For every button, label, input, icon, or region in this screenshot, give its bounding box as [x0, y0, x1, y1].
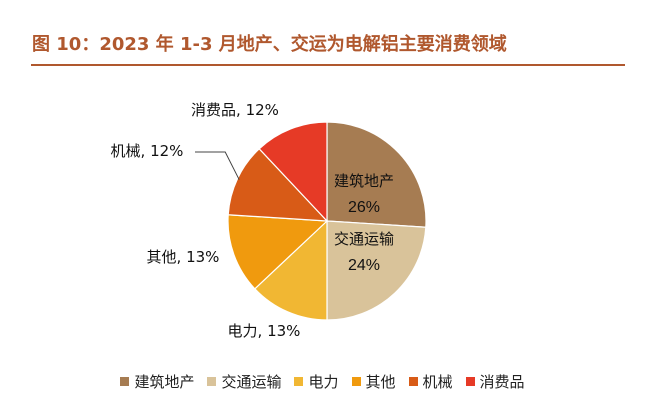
pie-slice-2	[326, 220, 427, 321]
legend-item-2: 交通运输	[207, 371, 281, 392]
slice-label-3: 电力, 13%	[228, 322, 301, 340]
slice-label-5: 机械, 12%	[111, 142, 184, 160]
title-underline	[31, 64, 625, 66]
slice-label-6: 消费品, 12%	[191, 101, 279, 119]
legend-label-6: 消费品	[479, 373, 525, 391]
legend-label-2: 交通运输	[221, 373, 282, 391]
leader-line-5	[195, 151, 240, 180]
legend-swatch-5	[408, 377, 418, 386]
pie-slice-6	[258, 121, 328, 223]
legend-item-4: 其他	[351, 371, 396, 392]
legend-item-6: 消费品	[465, 371, 525, 392]
legend-label-1: 建筑地产	[134, 373, 195, 391]
slice-label-4: 其他, 13%	[147, 248, 220, 266]
legend-label-3: 电力	[308, 373, 339, 391]
chart-legend: 建筑地产 交通运输 电力 其他 机械 消费品	[0, 371, 645, 392]
slice-label-value-1: 26%	[348, 199, 380, 216]
legend-swatch-2	[207, 377, 217, 386]
pie-slice-1	[326, 121, 427, 228]
legend-swatch-1	[120, 377, 130, 386]
slice-label-name-1: 建筑地产	[334, 172, 394, 190]
legend-swatch-6	[465, 377, 475, 386]
pie-slice-4	[227, 214, 329, 290]
legend-item-3: 电力	[294, 371, 339, 392]
legend-label-5: 机械	[422, 373, 453, 391]
pie-slice-5	[227, 147, 329, 222]
pie-slice-3	[253, 219, 328, 321]
slice-label-name-2: 交通运输	[334, 230, 394, 248]
slice-label-value-2: 24%	[348, 257, 380, 274]
legend-item-5: 机械	[408, 371, 453, 392]
legend-item-1: 建筑地产	[120, 371, 194, 392]
legend-label-4: 其他	[365, 373, 396, 391]
legend-swatch-4	[351, 377, 361, 386]
legend-swatch-3	[294, 377, 304, 386]
chart-title: 图 10：2023 年 1-3 月地产、交运为电解铝主要消费领域	[32, 34, 507, 55]
